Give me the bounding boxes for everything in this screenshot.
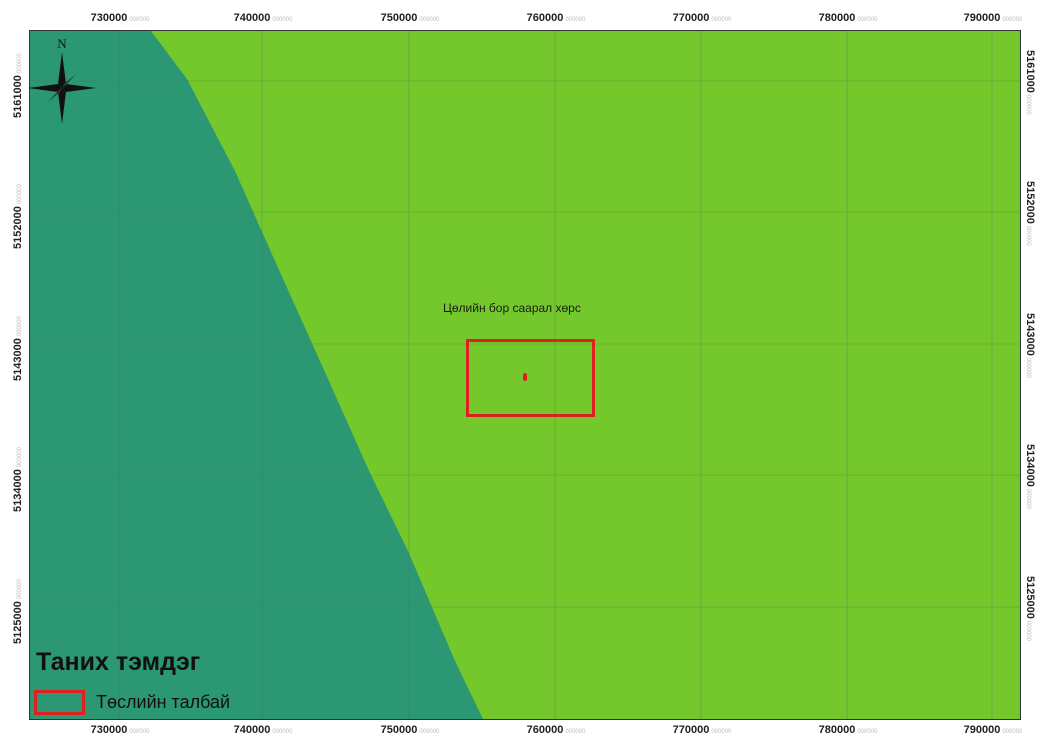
project-area-box[interactable] [466, 339, 595, 417]
x-tick-bottom: 760000 000000 [526, 724, 586, 736]
compass-east-point [62, 84, 96, 92]
y-tick-left: 5161000000000 [12, 53, 24, 118]
x-tick-bottom: 780000 000000 [818, 724, 878, 736]
x-tick-bottom: 750000 000000 [380, 724, 440, 736]
x-tick-bottom: 730000 000000 [90, 724, 150, 736]
project-area-marker[interactable] [523, 373, 527, 381]
y-tick-right: 5161000000000 [1024, 50, 1036, 115]
legend-swatch [34, 690, 85, 715]
x-tick-top: 750000 000000 [380, 12, 440, 24]
x-tick-bottom: 790000 000000 [963, 724, 1023, 736]
x-tick-top: 790000 000000 [963, 12, 1023, 24]
y-tick-left: 5152000000000 [12, 184, 24, 249]
compass-sw-point [48, 88, 62, 102]
y-tick-right: 5152000000000 [1024, 181, 1036, 246]
x-tick-top: 760000 000000 [526, 12, 586, 24]
y-tick-right: 5125000000000 [1024, 576, 1036, 641]
x-tick-top: 730000 000000 [90, 12, 150, 24]
x-tick-top: 780000 000000 [818, 12, 878, 24]
map-layers [30, 31, 1020, 719]
teal-soil-zone [30, 31, 484, 719]
compass-north-point [58, 52, 66, 88]
x-tick-bottom: 770000 000000 [672, 724, 732, 736]
y-tick-left: 5143000000000 [12, 316, 24, 381]
x-tick-bottom: 740000 000000 [233, 724, 293, 736]
y-tick-right: 5134000000000 [1024, 444, 1036, 509]
legend-title: Таних тэмдэг [36, 648, 201, 676]
soil-type-label: Цөлийн бор саарал хөрс [443, 301, 581, 315]
grid-lines [30, 31, 1020, 719]
x-tick-top: 740000 000000 [233, 12, 293, 24]
y-tick-left: 5134000000000 [12, 447, 24, 512]
compass-ne-point [62, 74, 76, 88]
map-canvas[interactable] [29, 30, 1021, 720]
north-arrow-icon: N [28, 36, 96, 124]
compass-west-point [28, 84, 62, 92]
y-tick-left: 5125000000000 [12, 579, 24, 644]
x-tick-top: 770000 000000 [672, 12, 732, 24]
legend-item-label: Төслийн талбай [96, 692, 231, 712]
y-tick-right: 5143000000000 [1024, 313, 1036, 378]
compass-south-point [58, 88, 66, 124]
north-label: N [57, 36, 67, 51]
